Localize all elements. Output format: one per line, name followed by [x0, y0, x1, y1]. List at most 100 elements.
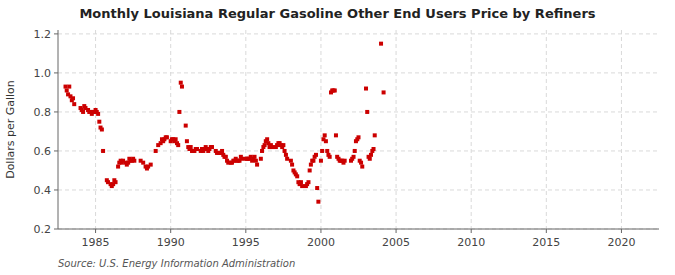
- point: [299, 180, 303, 184]
- title: Monthly Louisiana Regular Gasoline Other…: [79, 6, 595, 21]
- tick: [471, 229, 472, 233]
- point: [319, 159, 323, 163]
- point: [320, 149, 324, 153]
- point: [311, 159, 315, 163]
- tick: [546, 229, 547, 233]
- axes: 0.20.40.60.81.01.21985199019952000200520…: [34, 28, 660, 249]
- point: [314, 153, 318, 157]
- tick-label: 1990: [157, 236, 185, 249]
- point: [308, 168, 312, 172]
- point: [132, 159, 136, 163]
- point: [368, 157, 372, 161]
- point: [285, 157, 289, 161]
- point: [334, 133, 338, 137]
- point: [260, 149, 264, 153]
- tick: [54, 150, 58, 151]
- tick-label: 2010: [457, 236, 485, 249]
- point: [255, 163, 259, 167]
- grid-line: [621, 30, 622, 229]
- point: [360, 165, 364, 169]
- grid-line: [58, 189, 659, 190]
- tick: [54, 72, 58, 73]
- point: [357, 135, 361, 139]
- tick: [245, 229, 246, 233]
- x-axis-line: [58, 229, 659, 230]
- tick-label: 1985: [82, 236, 110, 249]
- point: [149, 163, 153, 167]
- chart: Monthly Louisiana Regular Gasoline Other…: [0, 0, 675, 275]
- point: [64, 85, 68, 89]
- grid-line: [95, 30, 96, 229]
- point: [180, 85, 184, 89]
- point: [364, 87, 368, 91]
- point: [309, 163, 313, 167]
- point: [154, 149, 158, 153]
- tick-label: 0.8: [34, 106, 52, 119]
- tick-label: 1.2: [34, 28, 52, 41]
- tick: [320, 229, 321, 233]
- grid-line: [320, 30, 321, 229]
- grid-line: [396, 30, 397, 229]
- point: [177, 110, 181, 114]
- grid-line: [58, 229, 659, 230]
- y-axis-line: [58, 30, 59, 229]
- point: [176, 143, 180, 147]
- point: [97, 120, 101, 124]
- point: [224, 155, 228, 159]
- points: [64, 42, 386, 204]
- point: [295, 174, 299, 178]
- point: [184, 124, 188, 128]
- point: [369, 153, 373, 157]
- point: [81, 110, 85, 114]
- grid-line: [471, 30, 472, 229]
- point: [284, 153, 288, 157]
- point: [259, 157, 263, 161]
- tick-label: 0.6: [34, 145, 52, 158]
- point: [270, 145, 274, 149]
- point: [179, 81, 183, 85]
- point: [290, 163, 294, 167]
- grid-line: [546, 30, 547, 229]
- point: [372, 147, 376, 151]
- point: [72, 102, 76, 106]
- point: [353, 149, 357, 153]
- point: [67, 85, 71, 89]
- source: Source: U.S. Energy Information Administ…: [58, 258, 295, 269]
- grid: [58, 30, 659, 229]
- grid-line: [58, 33, 659, 34]
- point: [300, 184, 304, 188]
- tick-label: 2005: [382, 236, 410, 249]
- point: [141, 161, 145, 165]
- point: [165, 135, 169, 139]
- grid-line: [170, 30, 171, 229]
- point: [365, 110, 369, 114]
- point: [323, 133, 327, 137]
- point: [324, 139, 328, 143]
- point: [352, 155, 356, 159]
- tick: [54, 189, 58, 190]
- tick-label: 0.2: [34, 223, 52, 236]
- y-axis-label: Dollars per Gallon: [4, 80, 17, 179]
- tick: [54, 111, 58, 112]
- point: [379, 42, 383, 46]
- tick-label: 1.0: [34, 67, 52, 80]
- tick-label: 2020: [607, 236, 635, 249]
- point: [101, 149, 105, 153]
- point: [289, 159, 293, 163]
- point: [71, 96, 75, 100]
- point: [283, 149, 287, 153]
- grid-line: [58, 150, 659, 151]
- tick: [170, 229, 171, 233]
- point: [116, 165, 120, 169]
- grid-line: [58, 72, 659, 73]
- point: [306, 180, 310, 184]
- point: [65, 88, 69, 92]
- point: [174, 137, 178, 141]
- tick-label: 1995: [232, 236, 260, 249]
- tick-label: 2000: [307, 236, 335, 249]
- point: [265, 137, 269, 141]
- tick: [54, 33, 58, 34]
- point: [220, 149, 224, 153]
- grid-line: [58, 111, 659, 112]
- point: [373, 133, 377, 137]
